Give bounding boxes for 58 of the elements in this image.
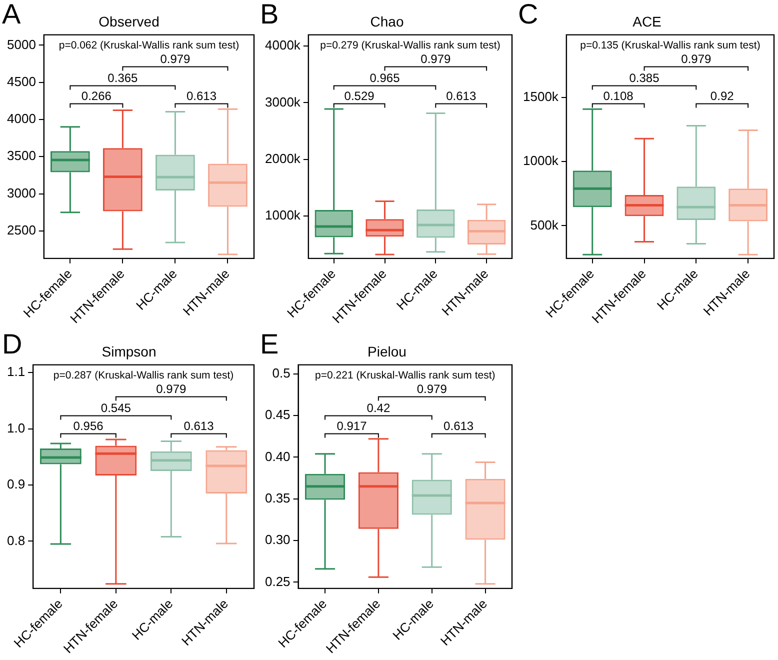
annotation: 0.956: [73, 419, 104, 434]
annotation: 0.613: [446, 89, 476, 104]
chart-title: Chao: [370, 13, 404, 30]
y-tick-label: 0.40: [264, 448, 290, 464]
annotation: 0.979: [420, 52, 451, 66]
y-tick-label: 4000: [7, 111, 36, 126]
y-tick-label: 1500k: [523, 89, 559, 104]
text: E: [260, 328, 279, 360]
annotation: p=0.135 (Kruskal-Wallis rank sum test): [580, 40, 760, 52]
y-tick-label: 0.8: [6, 532, 26, 548]
y-tick-label: 0.35: [264, 490, 290, 506]
text: B: [260, 0, 279, 30]
annotation: 0.545: [100, 401, 132, 416]
y-tick-label: 0.30: [264, 532, 290, 548]
annotation: p=0.279 (Kruskal-Wallis rank sum test): [320, 40, 500, 52]
annotation: 0.979: [416, 382, 448, 396]
y-tick-label: 3500: [7, 148, 36, 164]
y-tick-label: 0.25: [264, 574, 290, 589]
y-tick-label: 500k: [530, 217, 559, 232]
y-tick-label: 1.0: [6, 420, 26, 436]
y-tick-label: 2500: [7, 222, 36, 238]
annotation: 0.979: [681, 52, 712, 66]
annotation: 0.529: [344, 89, 375, 104]
chart-title: Pielou: [368, 343, 406, 360]
annotation: 0.613: [184, 419, 214, 434]
y-tick-label: 4500: [7, 74, 36, 89]
annotation: 0.613: [186, 89, 217, 104]
annotation: 0.917: [336, 419, 368, 434]
chart-title: Simpson: [102, 343, 156, 360]
annotation: 0.42: [366, 401, 390, 416]
y-tick-label: 2000k: [265, 150, 301, 166]
y-tick-label: 1.1: [6, 364, 26, 380]
text: C: [518, 0, 538, 30]
annotation: 0.365: [108, 71, 138, 86]
y-tick-label: 0.5: [272, 366, 290, 381]
y-tick-label: 4000k: [265, 38, 301, 53]
annotation: 0.108: [603, 89, 634, 104]
chart-title: Observed: [98, 13, 160, 30]
y-tick-label: 0.45: [264, 407, 290, 422]
annotation: 0.965: [370, 71, 400, 86]
annotation: p=0.062 (Kruskal-Wallis rank sum test): [58, 40, 240, 52]
text: A: [2, 0, 21, 30]
annotation: 0.385: [629, 71, 660, 86]
y-tick-label: 3000: [7, 185, 36, 200]
annotation: 0.266: [81, 89, 112, 104]
chart-title: ACE: [632, 13, 662, 30]
y-tick-label: 3000k: [265, 94, 301, 110]
annotation: 0.92: [710, 89, 734, 104]
annotation: p=0.287 (Kruskal-Wallis rank sum test): [53, 370, 234, 382]
y-tick-label: 1000k: [523, 153, 559, 168]
text: D: [2, 328, 22, 360]
annotation: 0.979: [156, 382, 186, 396]
annotation: p=0.221 (Kruskal-Wallis rank sum test): [315, 370, 496, 382]
annotation: 0.979: [160, 52, 191, 66]
y-tick-label: 1000k: [265, 208, 301, 223]
y-tick-label: 0.9: [6, 476, 26, 492]
y-tick-label: 5000: [7, 36, 36, 52]
annotation: 0.613: [444, 419, 474, 434]
